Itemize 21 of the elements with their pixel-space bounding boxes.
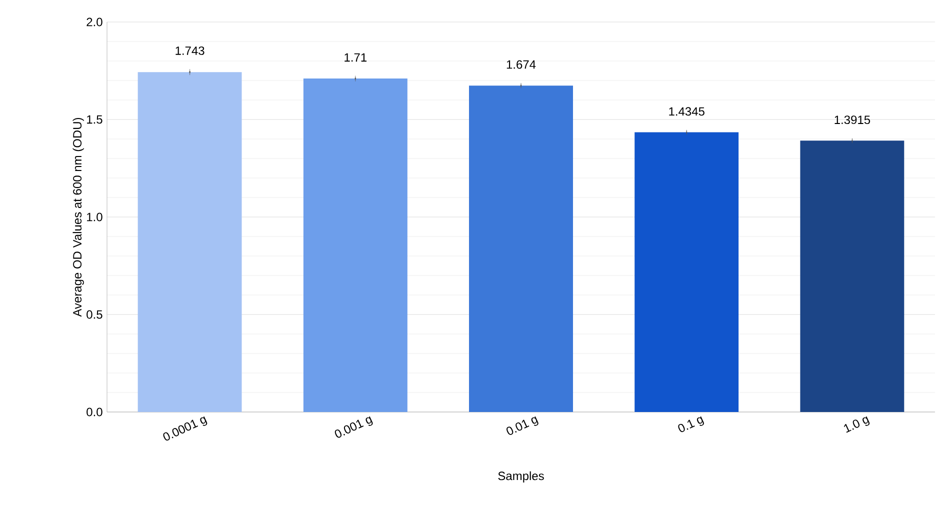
y-tick-label: 2.0: [86, 18, 102, 26]
y-tick-label: 0.0: [86, 408, 102, 416]
bar: [634, 132, 739, 412]
data-label: 1.674: [506, 60, 536, 69]
data-label: 1.743: [176, 46, 204, 55]
bar: [469, 86, 574, 412]
x-tick-label: 0.001 g: [334, 416, 373, 438]
y-axis-title: Average OD Values at 600 nm (ODU): [72, 118, 84, 317]
data-label: 1.3915: [834, 116, 870, 124]
y-tick-label: 1.0: [87, 212, 102, 222]
x-axis-title: Samples: [498, 471, 544, 483]
y-tick-label: 0.5: [86, 310, 102, 319]
data-label: 1.71: [344, 53, 366, 62]
x-tick-label: 1.0 g: [844, 416, 870, 433]
x-tick-label: 0.01 g: [506, 416, 538, 435]
y-tick-label: 1.5: [87, 115, 102, 124]
bar: [800, 140, 904, 412]
bar: [138, 72, 242, 412]
bar: [303, 78, 408, 412]
data-label: 1.4345: [669, 107, 704, 116]
x-tick-label: 0.1 g: [678, 416, 704, 432]
